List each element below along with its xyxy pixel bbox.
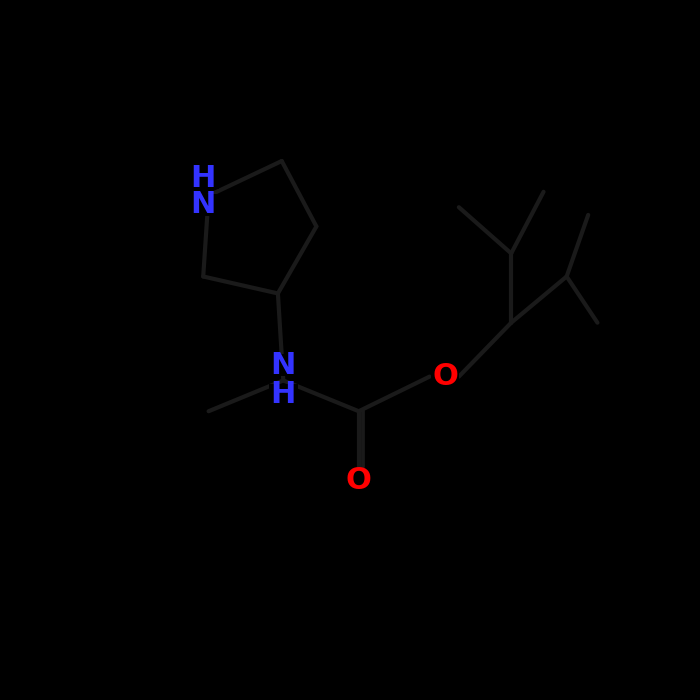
- Text: O: O: [346, 466, 372, 495]
- FancyBboxPatch shape: [186, 168, 218, 190]
- Text: H: H: [190, 164, 215, 193]
- FancyBboxPatch shape: [269, 354, 298, 376]
- Text: N: N: [271, 351, 296, 379]
- Text: O: O: [432, 362, 458, 391]
- FancyBboxPatch shape: [345, 468, 372, 493]
- FancyBboxPatch shape: [269, 384, 298, 405]
- Text: H: H: [271, 380, 296, 409]
- FancyBboxPatch shape: [186, 194, 218, 216]
- FancyBboxPatch shape: [431, 364, 459, 389]
- Text: N: N: [190, 190, 215, 219]
